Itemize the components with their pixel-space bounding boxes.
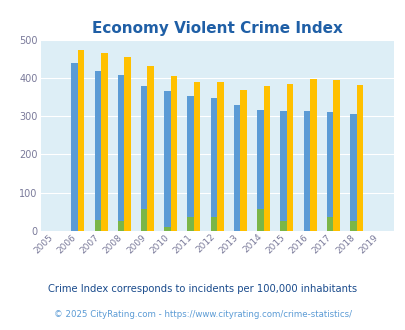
Bar — [141, 85, 147, 231]
Bar — [256, 111, 263, 231]
Bar — [117, 221, 124, 231]
Bar — [326, 217, 333, 231]
Bar — [280, 221, 286, 231]
Bar — [326, 112, 333, 231]
Bar — [210, 98, 217, 231]
Bar — [233, 106, 240, 231]
Bar — [210, 217, 217, 231]
Bar — [333, 80, 339, 231]
Bar — [286, 84, 293, 231]
Text: Crime Index corresponds to incidents per 100,000 inhabitants: Crime Index corresponds to incidents per… — [48, 284, 357, 294]
Bar — [356, 85, 362, 231]
Bar — [309, 79, 316, 231]
Text: © 2025 CityRating.com - https://www.cityrating.com/crime-statistics/: © 2025 CityRating.com - https://www.city… — [54, 310, 351, 319]
Bar — [187, 96, 194, 231]
Bar — [78, 50, 84, 231]
Bar — [240, 90, 246, 231]
Bar — [280, 111, 286, 231]
Bar — [303, 111, 309, 231]
Bar — [187, 217, 194, 231]
Bar — [71, 63, 78, 231]
Bar — [101, 52, 107, 231]
Bar — [147, 66, 153, 231]
Title: Economy Violent Crime Index: Economy Violent Crime Index — [92, 21, 342, 36]
Bar — [349, 114, 356, 231]
Bar — [94, 71, 101, 231]
Bar — [349, 221, 356, 231]
Bar — [263, 86, 270, 231]
Bar — [141, 209, 147, 231]
Bar — [217, 82, 223, 231]
Bar — [117, 75, 124, 231]
Bar — [194, 82, 200, 231]
Bar — [256, 209, 263, 231]
Bar — [124, 57, 130, 231]
Bar — [94, 220, 101, 231]
Bar — [164, 227, 171, 231]
Bar — [171, 76, 177, 231]
Bar — [164, 91, 171, 231]
